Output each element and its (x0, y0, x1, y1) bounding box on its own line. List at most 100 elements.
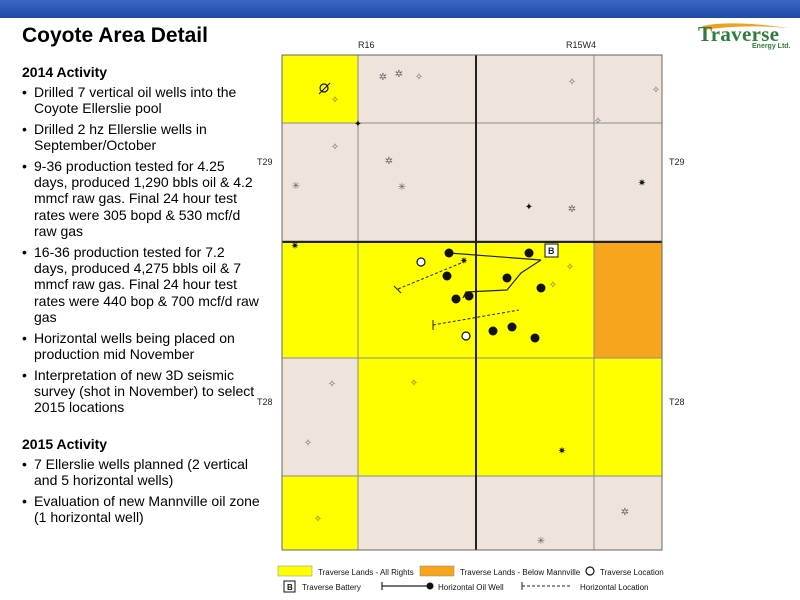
well-symbol: ✧ (304, 438, 312, 449)
activity-2014-title: 2014 Activity (22, 64, 108, 80)
well-symbol: ✦ (354, 119, 362, 130)
well-symbol: ✧ (568, 77, 576, 88)
land-parcel (475, 475, 595, 551)
logo-text: Traverse (698, 22, 780, 46)
well-symbol: ✧ (549, 280, 557, 291)
other-well-symbols: ✧ ✲ ✲ ✧ ✧ ✧ ✧ ✧ ✲ ✳ ✳ ✲ ✧ ✧ ✧ ✧ ✧ ✧ ✲ ✳ (292, 69, 660, 547)
map-border (281, 54, 663, 551)
legend-all-rights: Traverse Lands - All Rights (318, 568, 414, 577)
township-label-bottom-right: T28 (669, 397, 685, 407)
list-item: Drilled 7 vertical oil wells into the Co… (22, 84, 262, 117)
well-symbol: ✷ (638, 178, 646, 189)
oil-well-icon (488, 326, 498, 336)
land-parcel (357, 54, 477, 124)
list-item: Interpretation of new 3D seismic survey … (22, 367, 262, 416)
oil-well-icon (530, 333, 540, 343)
well-symbol: ✲ (385, 156, 393, 167)
logo-subtext: Energy Ltd. (752, 43, 791, 50)
well-symbol: ✧ (331, 142, 339, 153)
well-symbol: ✷ (558, 446, 566, 457)
well-symbol: ✧ (594, 116, 602, 127)
oil-well-icon (502, 273, 512, 283)
range-label-left: R16 (358, 40, 375, 50)
township-label-bottom-left: T28 (257, 397, 273, 407)
battery-label: B (548, 246, 555, 256)
well-symbol: ✲ (568, 204, 576, 215)
list-item: 7 Ellerslie wells planned (2 vertical an… (22, 456, 262, 489)
land-parcel-all-rights (593, 357, 663, 477)
legend-below-mannville: Traverse Lands - Below Mannville (460, 568, 581, 577)
land-parcel-all-rights (475, 357, 595, 477)
land-parcel-all-rights (281, 475, 359, 551)
activity-panel: 2014 Activity Drilled 7 vertical oil wel… (22, 64, 262, 529)
legend-swatch-below-mannville (419, 565, 455, 577)
oil-well-icon (524, 248, 534, 258)
list-item: 9-36 production tested for 4.25 days, pr… (22, 158, 262, 240)
legend-traverse-location: Traverse Location (600, 568, 664, 577)
range-label-right: R15W4 (566, 40, 596, 50)
well-symbol: ✳ (537, 536, 545, 547)
township-label-top-right: T29 (669, 157, 685, 167)
legend-battery: Traverse Battery (302, 583, 361, 592)
activity-2014-list: Drilled 7 vertical oil wells into the Co… (22, 84, 262, 416)
oil-well-icon (451, 294, 461, 304)
land-parcel-all-rights (357, 357, 477, 477)
activity-2015-title: 2015 Activity (22, 435, 108, 452)
well-symbol: ✷ (460, 256, 468, 267)
land-parcel (357, 475, 477, 551)
oil-well-icon (444, 248, 454, 258)
horizontal-location-path (397, 260, 467, 290)
traverse-location-icon (461, 331, 471, 341)
oil-well-icon (507, 322, 517, 332)
well-symbol: ✧ (410, 378, 418, 389)
battery-icon (544, 243, 559, 258)
legend-battery-symbol: B (287, 583, 293, 592)
oil-well-icon (536, 283, 546, 293)
traverse-logo (692, 22, 792, 58)
horizontal-location-heel (393, 285, 402, 294)
oil-wells (442, 248, 546, 343)
activity-2015-list: 7 Ellerslie wells planned (2 vertical an… (22, 456, 262, 526)
well-symbol: ✳ (398, 182, 406, 193)
legend-battery-icon (283, 580, 296, 593)
well-location-icon (319, 83, 329, 93)
oil-well-icon (464, 291, 474, 301)
land-parcel-all-rights (281, 241, 359, 359)
land-parcel (281, 122, 359, 242)
list-item: Horizontal wells being placed on product… (22, 330, 262, 363)
legend-hz-oil-well: Horizontal Oil Well (438, 583, 504, 592)
well-symbol: ✧ (566, 262, 574, 273)
land-parcel (593, 54, 663, 124)
gas-well-symbols: ✦ ✦ ✷ ✷ ✷ ✷ (291, 119, 646, 457)
land-parcel-below-mannville (593, 241, 663, 359)
legend-hz-location: Horizontal Location (580, 583, 648, 592)
horizontal-location-path (432, 309, 520, 326)
land-parcel (357, 122, 477, 242)
well-symbol: ✧ (314, 514, 322, 525)
list-item: Evaluation of new Mannville oil zone (1 … (22, 493, 262, 526)
legend-traverse-location-icon (585, 566, 595, 576)
well-location-slash (318, 82, 331, 95)
well-symbol: ✲ (379, 72, 387, 83)
well-symbol: ✧ (328, 379, 336, 390)
well-symbol: ✧ (415, 72, 423, 83)
horizontal-oil-well-path (448, 252, 542, 261)
well-symbol: ✧ (331, 95, 339, 106)
map-legend: Traverse Lands - All Rights Traverse Lan… (277, 565, 664, 593)
township-label-top-left: T29 (257, 157, 273, 167)
land-parcel (593, 475, 663, 551)
page-title: Coyote Area Detail (22, 24, 208, 47)
well-symbol: ✦ (525, 202, 533, 213)
legend-swatch-all-rights (277, 565, 313, 577)
well-symbol: ✲ (621, 507, 629, 518)
well-symbol: ✳ (292, 181, 300, 192)
traverse-location-icon (416, 257, 426, 267)
land-parcel (281, 357, 359, 477)
land-parcel (475, 54, 595, 124)
well-symbol: ✷ (291, 241, 299, 252)
land-parcel (593, 122, 663, 242)
oil-well-icon (442, 271, 452, 281)
land-parcel (475, 122, 595, 242)
legend-oil-well-icon (426, 582, 434, 590)
